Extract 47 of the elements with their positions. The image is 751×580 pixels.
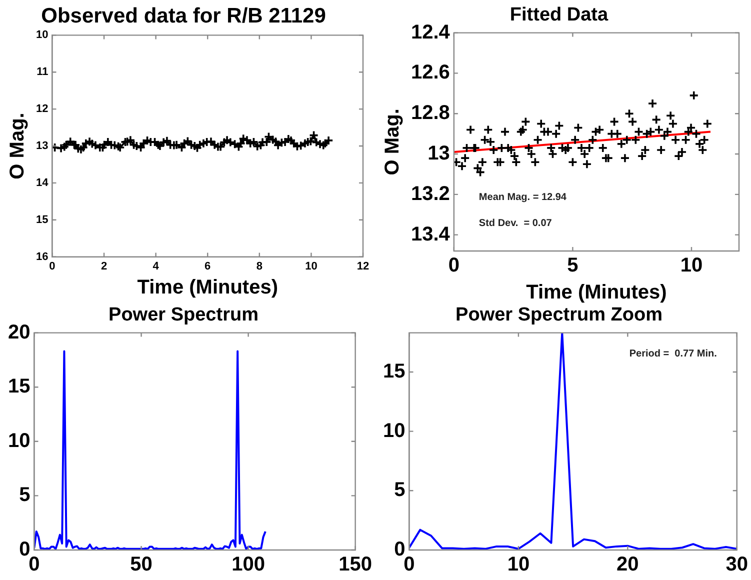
y-tick-label: 16 — [36, 250, 48, 263]
x-axis-title: Time (Minutes) — [137, 276, 278, 299]
y-axis-title: O Mag. — [6, 112, 29, 180]
y-tick-label: 10 — [8, 430, 30, 452]
y-tick-label: 10 — [382, 420, 406, 442]
x-tick-label: 20 — [616, 554, 639, 576]
y-tick-label: 5 — [19, 484, 30, 506]
y-tick-label: 13.4 — [410, 223, 451, 246]
x-tick-label: 150 — [338, 554, 372, 576]
x-tick-label: 8 — [256, 260, 262, 272]
annotation: Period = 0.77 Min. — [629, 348, 718, 360]
y-tick-label: 0 — [394, 538, 406, 561]
annotation: Std Dev. = 0.07 — [478, 218, 552, 229]
y-tick-label: 12.4 — [410, 21, 451, 44]
chart-title: Fitted Data — [510, 4, 609, 26]
x-tick-label: 100 — [232, 554, 265, 576]
x-axis-title: Time (Minutes) — [526, 282, 667, 304]
x-tick-label: 10 — [507, 554, 530, 576]
y-tick-label: 12.8 — [410, 102, 450, 124]
y-tick-label: 13 — [36, 140, 48, 152]
chart-title: Power Spectrum Zoom — [456, 304, 662, 326]
y-tick-label: 12 — [36, 103, 48, 116]
chart-title: Observed data for R/B 21129 — [41, 4, 326, 28]
y-axis-title: O Mag. — [382, 108, 404, 176]
annotation: Mean Mag. = 12.94 — [478, 192, 567, 203]
x-tick-label: 50 — [130, 554, 152, 576]
y-tick-label: 0 — [19, 538, 30, 561]
y-tick-label: 15 — [382, 360, 406, 382]
y-tick-label: 10 — [36, 29, 48, 42]
x-tick-label: 4 — [152, 260, 160, 272]
x-tick-label: 2 — [100, 260, 108, 272]
y-tick-label: 15 — [8, 376, 30, 398]
y-tick-label: 5 — [394, 479, 406, 502]
x-tick-label: 5 — [567, 254, 578, 277]
x-tick-label: 6 — [204, 260, 211, 272]
y-tick-label: 13 — [428, 142, 450, 165]
y-tick-label: 12.6 — [410, 62, 450, 84]
y-tick-label: 14 — [36, 176, 50, 189]
x-tick-label: 12 — [356, 260, 370, 272]
y-tick-label: 13.2 — [410, 182, 450, 205]
chart-title: Power Spectrum — [108, 304, 258, 326]
x-tick-label: 10 — [680, 254, 703, 277]
x-tick-label: 30 — [726, 554, 748, 576]
y-tick-label: 20 — [8, 321, 30, 344]
y-tick-label: 15 — [36, 214, 48, 226]
x-tick-label: 10 — [305, 260, 318, 272]
y-tick-label: 11 — [36, 66, 48, 78]
